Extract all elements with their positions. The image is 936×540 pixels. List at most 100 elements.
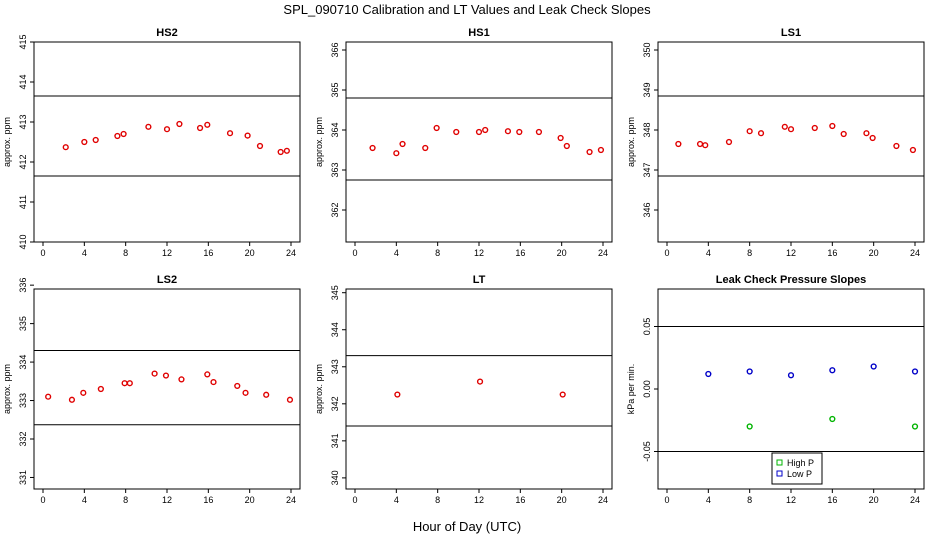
- data-point-ls1: [757, 130, 765, 137]
- data-point-hs2: [114, 132, 121, 140]
- x-tick-label: 20: [869, 495, 879, 505]
- x-tick-label: 12: [162, 495, 172, 505]
- data-point-hs1: [563, 142, 570, 150]
- y-tick-label: 346: [642, 202, 652, 217]
- y-tick-label: 331: [18, 470, 28, 485]
- data-point-hs1: [516, 128, 523, 136]
- data-point-lt: [394, 391, 401, 398]
- x-tick-label: 8: [123, 248, 128, 258]
- data-point-low-p: [705, 370, 712, 378]
- data-point-ls2: [204, 371, 211, 378]
- x-tick-label: 16: [827, 248, 837, 258]
- data-point-hs1: [369, 144, 376, 152]
- x-tick-label: 8: [747, 495, 752, 505]
- x-tick-label: 24: [910, 248, 920, 258]
- y-tick-label: 411: [18, 195, 28, 209]
- x-tick-label: 20: [557, 495, 567, 505]
- data-point-hs2: [163, 126, 171, 133]
- x-tick-label: 24: [286, 248, 296, 258]
- y-axis-label: kPa per min.: [626, 364, 636, 415]
- data-point-hs2: [226, 130, 234, 137]
- panel-lt: LT approx. ppm 0 4 8 12 16 20 24 340 341 342 343 344 3…: [314, 274, 613, 505]
- panel-leak-check-pressure-slopes: Leak Check Pressure Slopes kPa per min. 0 4…: [626, 274, 925, 505]
- data-point-ls2: [210, 378, 217, 386]
- y-tick-label: 333: [18, 393, 28, 408]
- data-point-ls1: [829, 122, 836, 130]
- y-tick-label: 345: [330, 285, 340, 300]
- data-point-hs1: [557, 134, 564, 142]
- y-tick-label: 343: [330, 359, 340, 374]
- data-point-ls1: [811, 124, 818, 132]
- data-point-low-p: [787, 372, 795, 379]
- data-point-ls2: [178, 376, 185, 383]
- y-axis-label: approx. ppm: [2, 117, 12, 167]
- data-point-ls1: [746, 128, 753, 135]
- plot-frame: [345, 288, 613, 490]
- data-point-ls2: [286, 396, 294, 403]
- data-point-hs1: [504, 128, 512, 135]
- y-tick-label: 0.05: [642, 318, 652, 336]
- y-tick-label: 412: [18, 154, 28, 169]
- data-point-hs2: [277, 148, 284, 156]
- panel-title: Leak Check Pressure Slopes: [716, 274, 866, 286]
- x-tick-label: 0: [352, 495, 357, 505]
- panel-title: LT: [473, 274, 486, 286]
- data-point-ls2: [121, 380, 128, 387]
- x-tick-label: 4: [706, 248, 711, 258]
- y-tick-label: 336: [18, 278, 28, 293]
- y-tick-label: -0.05: [642, 441, 652, 462]
- data-point-ls1: [869, 134, 876, 142]
- x-tick-label: 16: [827, 495, 837, 505]
- legend-label: Low P: [787, 469, 812, 479]
- y-tick-label: 0.00: [642, 380, 652, 398]
- data-point-ls1: [787, 126, 795, 133]
- data-point-hs1: [422, 144, 429, 152]
- x-tick-label: 12: [474, 248, 484, 258]
- x-tick-label: 0: [664, 495, 669, 505]
- x-tick-label: 8: [123, 495, 128, 505]
- panel-title: HS1: [468, 27, 489, 39]
- y-tick-label: 365: [330, 82, 340, 97]
- data-point-ls2: [68, 396, 76, 403]
- data-point-lt: [559, 391, 566, 398]
- x-tick-label: 24: [910, 495, 920, 505]
- x-axis-label: Hour of Day (UTC): [413, 519, 521, 534]
- x-tick-label: 16: [203, 495, 213, 505]
- panel-title: LS2: [157, 274, 177, 286]
- data-point-ls1: [893, 142, 900, 150]
- data-point-hs1: [597, 146, 605, 154]
- data-point-low-p: [829, 367, 836, 374]
- y-tick-label: 366: [330, 42, 340, 57]
- data-point-low-p: [911, 368, 919, 375]
- data-point-hs1: [482, 126, 489, 134]
- data-point-ls2: [80, 389, 87, 396]
- y-tick-label: 334: [18, 355, 28, 370]
- data-point-hs2: [204, 121, 211, 128]
- panel-ls1: LS1 approx. ppm 0 4 8 12 16 20 24 346 347 348 349 350: [626, 27, 925, 258]
- y-tick-label: 349: [642, 82, 652, 97]
- y-tick-label: 344: [330, 322, 340, 337]
- y-axis-label: approx. ppm: [2, 364, 12, 414]
- y-axis-label: approx. ppm: [314, 364, 324, 414]
- x-tick-label: 12: [786, 495, 796, 505]
- y-tick-label: 414: [18, 74, 28, 89]
- data-point-high-p: [746, 423, 753, 430]
- data-point-high-p: [829, 415, 836, 423]
- data-point-ls1: [863, 130, 870, 137]
- plot-frame: [33, 288, 301, 490]
- data-point-hs2: [244, 132, 251, 139]
- data-point-hs1: [399, 140, 406, 148]
- legend-label: High P: [787, 458, 814, 468]
- y-tick-label: 364: [330, 122, 340, 137]
- data-point-hs2: [92, 136, 99, 144]
- x-tick-label: 24: [286, 495, 296, 505]
- data-point-ls1: [840, 130, 847, 138]
- x-tick-label: 4: [82, 495, 87, 505]
- data-point-hs1: [393, 150, 400, 157]
- data-point-ls2: [126, 380, 133, 387]
- x-tick-label: 20: [557, 248, 567, 258]
- data-point-hs2: [81, 138, 88, 146]
- panel-hs2: HS2 approx. ppm 0 4 8 12 16 20 24 410 411 412 413 414…: [2, 27, 301, 258]
- panel-title: HS2: [156, 27, 177, 39]
